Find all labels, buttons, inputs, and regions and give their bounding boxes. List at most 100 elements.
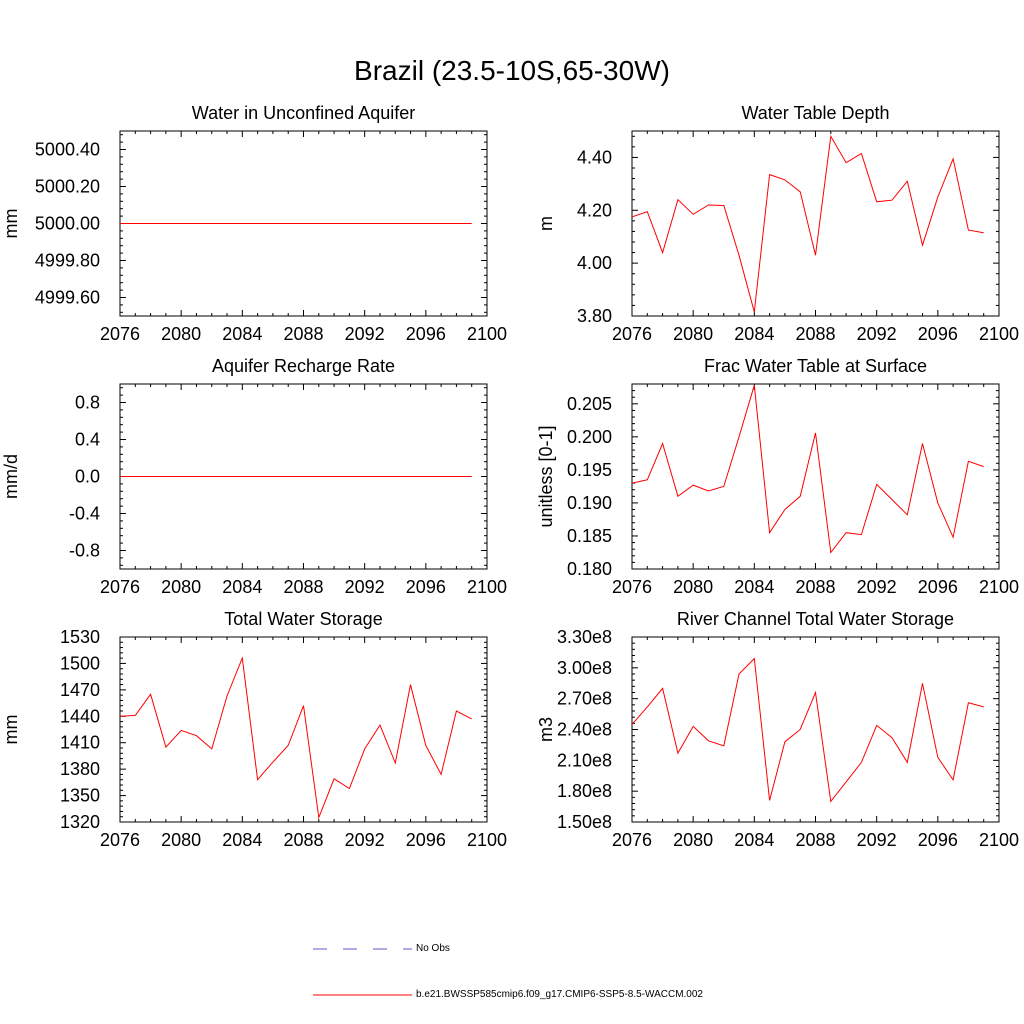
y-tick-label: 1500	[60, 653, 100, 673]
y-tick-label: 0.180	[567, 559, 612, 579]
x-tick-label: 2076	[612, 324, 652, 344]
x-tick-label: 2096	[918, 830, 958, 850]
x-tick-label: 2084	[222, 577, 262, 597]
panel-4: Frac Water Table at Surface unitless [0-1…	[536, 356, 1019, 597]
y-tick-label: 5000.40	[35, 140, 100, 160]
x-tick-label: 2080	[673, 830, 713, 850]
x-tick-label: 2100	[467, 830, 507, 850]
y-tick-label: 0.8	[75, 393, 100, 413]
y-tick-label: 0.205	[567, 394, 612, 414]
y-tick-label: 3.30e8	[557, 627, 612, 647]
plot-frame	[631, 383, 1000, 570]
x-tick-label: 2084	[222, 830, 262, 850]
x-tick-label: 2092	[345, 830, 385, 850]
y-axis-label: mm	[1, 715, 21, 745]
y-tick-label: 1410	[60, 733, 100, 753]
figure-title: Brazil (23.5-10S,65-30W)	[354, 55, 670, 86]
x-tick-label: 2092	[857, 324, 897, 344]
panel-title: Water Table Depth	[741, 103, 889, 123]
y-tick-label: 0.185	[567, 526, 612, 546]
panel-title: Water in Unconfined Aquifer	[192, 103, 415, 123]
plot-frame	[631, 636, 1000, 823]
y-tick-label: 0.200	[567, 427, 612, 447]
y-tick-label: 0.0	[75, 467, 100, 487]
y-tick-label: 0.195	[567, 460, 612, 480]
y-tick-label: -0.8	[69, 541, 100, 561]
x-tick-label: 2088	[283, 577, 323, 597]
panel-title: Frac Water Table at Surface	[704, 356, 927, 376]
x-tick-label: 2096	[918, 324, 958, 344]
y-tick-label: 4999.60	[35, 288, 100, 308]
y-tick-label: 1350	[60, 786, 100, 806]
y-tick-label: 1440	[60, 706, 100, 726]
panel-5: Total Water Storage mm 2076 2080 2084 2088 209…	[1, 609, 507, 850]
panel-6: River Channel Total Water Storage m3 2076 2…	[536, 609, 1019, 850]
panel-title: River Channel Total Water Storage	[677, 609, 954, 629]
panel-3: Aquifer Recharge Rate mm/d 2076 2080 2084 208…	[1, 356, 507, 597]
x-tick-label: 2100	[467, 577, 507, 597]
x-tick-label: 2096	[406, 830, 446, 850]
x-tick-label: 2080	[673, 324, 713, 344]
x-tick-label: 2100	[467, 324, 507, 344]
x-tick-label: 2076	[612, 830, 652, 850]
series-line	[119, 656, 472, 820]
x-tick-label: 2092	[345, 324, 385, 344]
y-tick-label: 5000.20	[35, 177, 100, 197]
y-tick-label: 2.70e8	[557, 689, 612, 709]
panel-title: Total Water Storage	[224, 609, 382, 629]
y-tick-label: 3.80	[577, 306, 612, 326]
x-tick-label: 2076	[612, 577, 652, 597]
y-tick-label: 0.4	[75, 430, 100, 450]
y-tick-label: 1380	[60, 759, 100, 779]
y-tick-label: 4.00	[577, 253, 612, 273]
y-tick-label: 4999.80	[35, 251, 100, 271]
x-tick-label: 2076	[100, 577, 140, 597]
y-tick-label: 5000.00	[35, 214, 100, 234]
plot-frame	[631, 130, 1000, 317]
plot-frame	[119, 636, 488, 823]
x-tick-label: 2084	[222, 324, 262, 344]
x-tick-label: 2084	[734, 324, 774, 344]
y-tick-label: 4.40	[577, 147, 612, 167]
y-tick-label: 1470	[60, 680, 100, 700]
x-tick-label: 2076	[100, 324, 140, 344]
y-tick-label: 0.190	[567, 493, 612, 513]
legend-noobs-label: No Obs	[416, 943, 450, 954]
x-tick-label: 2092	[857, 577, 897, 597]
series-line	[631, 134, 984, 313]
panels: Water in Unconfined Aquifer mm 2076 2080 208…	[1, 103, 1019, 850]
y-tick-label: 2.40e8	[557, 720, 612, 740]
y-tick-label: 1.50e8	[557, 812, 612, 832]
y-tick-label: 2.10e8	[557, 750, 612, 770]
y-tick-label: -0.4	[69, 504, 100, 524]
x-tick-label: 2080	[673, 577, 713, 597]
y-axis-label: m	[536, 216, 556, 231]
panel-title: Aquifer Recharge Rate	[212, 356, 395, 376]
x-tick-label: 2100	[979, 324, 1019, 344]
y-tick-label: 1320	[60, 812, 100, 832]
x-tick-label: 2088	[283, 830, 323, 850]
x-tick-label: 2096	[918, 577, 958, 597]
x-tick-label: 2096	[406, 577, 446, 597]
x-tick-label: 2088	[795, 577, 835, 597]
y-tick-label: 1.80e8	[557, 781, 612, 801]
y-tick-label: 1530	[60, 627, 100, 647]
series-line	[631, 657, 984, 803]
panel-2: Water Table Depth m 2076 2080 2084 2088 2092 20…	[536, 103, 1019, 344]
x-tick-label: 2088	[795, 324, 835, 344]
panel-1: Water in Unconfined Aquifer mm 2076 2080 208…	[1, 103, 507, 344]
x-tick-label: 2100	[979, 577, 1019, 597]
x-tick-label: 2080	[161, 577, 201, 597]
x-tick-label: 2092	[857, 830, 897, 850]
x-tick-label: 2080	[161, 830, 201, 850]
legend-run-label: b.e21.BWSSP585cmip6.f09_g17.CMIP6-SSP5-8…	[416, 989, 703, 1000]
x-tick-label: 2100	[979, 830, 1019, 850]
x-tick-label: 2096	[406, 324, 446, 344]
x-tick-label: 2088	[283, 324, 323, 344]
y-tick-label: 3.00e8	[557, 658, 612, 678]
x-tick-label: 2080	[161, 324, 201, 344]
x-tick-label: 2076	[100, 830, 140, 850]
legend	[313, 948, 412, 996]
y-axis-label: unitless [0-1]	[536, 425, 556, 527]
